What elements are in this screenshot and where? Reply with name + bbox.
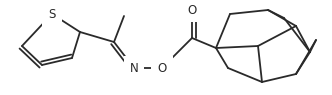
Text: O: O <box>157 61 167 74</box>
Text: O: O <box>187 4 197 17</box>
Text: N: N <box>129 61 138 74</box>
Text: S: S <box>48 8 56 21</box>
